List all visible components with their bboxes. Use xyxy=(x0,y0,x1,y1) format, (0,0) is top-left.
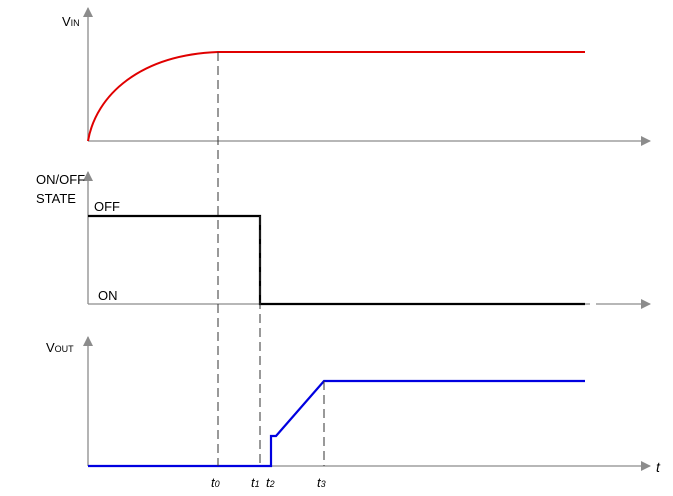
time-axis-label: t xyxy=(656,459,661,475)
vin-axis-label: VIN xyxy=(62,14,80,29)
state-off-label: OFF xyxy=(94,199,120,214)
state-axis-label-line2: STATE xyxy=(36,191,76,206)
state-axis-label-line1: ON/OFF xyxy=(36,172,85,187)
vout-axis-label: VOUT xyxy=(46,340,74,355)
t1-label: t1 xyxy=(251,475,260,490)
t0-label: t0 xyxy=(211,475,220,490)
t2-label: t2 xyxy=(266,475,275,490)
vin-waveform xyxy=(87,51,585,142)
vout-waveform xyxy=(88,379,585,468)
t3-label: t3 xyxy=(317,475,326,490)
state-on-label: ON xyxy=(98,288,118,303)
state-waveform xyxy=(88,214,585,306)
